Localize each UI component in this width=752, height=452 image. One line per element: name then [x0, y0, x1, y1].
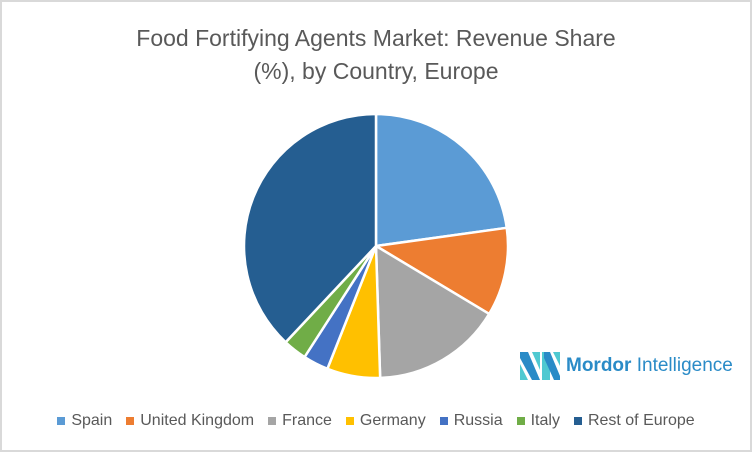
pie-slice-rest-of-europe — [242, 112, 378, 344]
legend-item-russia: Russia — [439, 412, 503, 430]
legend-item-italy: Italy — [516, 412, 560, 430]
chart-legend: Spain United Kingdom France Germany Russ… — [2, 412, 750, 430]
legend-item-germany: Germany — [345, 412, 426, 430]
chart-title: Food Fortifying Agents Market: Revenue S… — [2, 22, 750, 88]
legend-swatch-icon — [268, 417, 277, 425]
mordor-intelligence-logo: Mordor Intelligence — [520, 352, 733, 380]
pie-slice-france — [374, 244, 491, 380]
legend-swatch-icon — [516, 417, 525, 425]
mordor-logo-icon — [520, 352, 560, 380]
legend-swatch-icon — [573, 417, 582, 425]
chart-title-line-2: (%), by Country, Europe — [253, 58, 499, 84]
legend-item-united-kingdom: United Kingdom — [126, 412, 254, 430]
legend-item-rest-of-europe: Rest of Europe — [573, 412, 695, 430]
logo-text: Mordor Intelligence — [566, 355, 733, 376]
legend-item-spain: Spain — [57, 412, 112, 430]
legend-item-france: France — [268, 412, 332, 430]
legend-swatch-icon — [126, 417, 135, 425]
pie-slice-spain — [374, 112, 508, 248]
chart-title-line-1: Food Fortifying Agents Market: Revenue S… — [136, 25, 616, 51]
legend-swatch-icon — [345, 417, 354, 425]
legend-swatch-icon — [57, 417, 66, 425]
legend-swatch-icon — [439, 417, 448, 425]
pie-slice-united-kingdom — [374, 226, 510, 316]
pie-slices — [242, 112, 510, 380]
